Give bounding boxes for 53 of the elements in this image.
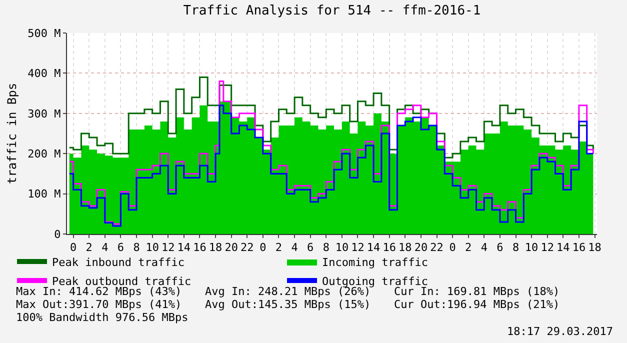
text: Max Out:391.70 MBps (41%) xyxy=(16,298,182,311)
y-tick-label: 500 M xyxy=(28,26,62,40)
x-tick-label: 0 xyxy=(449,241,456,254)
y-tick-label: 400 M xyxy=(28,67,62,80)
x-tick-label: 6 xyxy=(307,241,314,254)
x-tick-label: 20 xyxy=(224,241,238,254)
x-tick-label: 4 xyxy=(291,241,298,254)
legend-label: Peak outbound traffic xyxy=(52,274,192,288)
text: Avg Out:145.35 MBps (15%) xyxy=(205,298,371,311)
legend-label: Outgoing traffic xyxy=(322,274,428,288)
x-tick-label: 8 xyxy=(512,241,520,254)
x-tick-label: 8 xyxy=(322,241,330,254)
x-tick-label: 0 xyxy=(70,241,77,254)
y-tick-label: 100 M xyxy=(28,188,62,201)
x-tick-label: 16 xyxy=(572,241,586,254)
text: Cur In: 169.81 MBps (18%) xyxy=(394,285,560,298)
x-tick-label: 10 xyxy=(146,241,159,254)
text: 18:17 29.03.2017 xyxy=(507,325,613,338)
y-tick-label: 300 M xyxy=(28,107,62,120)
text: Cur Out:196.94 MBps (21%) xyxy=(394,298,560,311)
x-tick-label: 10 xyxy=(524,241,538,254)
x-tick-label: 12 xyxy=(540,241,554,254)
y-tick-label: 0 xyxy=(54,228,61,241)
x-tick-label: 8 xyxy=(133,241,140,254)
x-tick-label: 12 xyxy=(351,241,364,254)
x-tick-label: 4 xyxy=(480,241,488,254)
x-tick-label: 10 xyxy=(335,241,349,254)
x-tick-label: 18 xyxy=(588,241,602,254)
x-tick-label: 18 xyxy=(208,241,222,254)
x-tick-label: 0 xyxy=(260,241,266,254)
x-tick-label: 22 xyxy=(240,241,254,254)
x-tick-label: 20 xyxy=(414,241,428,254)
chart-title: Traffic Analysis for 514 -- ffm-2016-1 xyxy=(183,4,481,19)
legend-label: Incoming traffic xyxy=(322,256,428,269)
x-tick-label: 16 xyxy=(382,241,396,254)
x-tick-label: 2 xyxy=(275,241,282,254)
text: Max In: 414.62 MBps (43%) xyxy=(16,285,182,298)
x-tick-label: 6 xyxy=(496,241,504,254)
x-tick-label: 18 xyxy=(398,241,412,254)
x-tick-label: 14 xyxy=(366,241,381,254)
y-tick-label: 200 M xyxy=(28,147,62,160)
text: 100% Bandwidth 976.56 MBps xyxy=(16,311,188,324)
x-tick-label: 12 xyxy=(162,241,175,254)
x-tick-label: 14 xyxy=(177,241,191,254)
x-tick-label: 6 xyxy=(117,241,124,254)
x-tick-label: 22 xyxy=(430,241,444,254)
x-tick-label: 2 xyxy=(86,241,92,254)
legend-label: Peak inbound traffic xyxy=(52,256,184,269)
x-tick-label: 16 xyxy=(193,241,206,254)
y-axis-title: traffic in Bps xyxy=(4,82,19,184)
x-tick-label: 2 xyxy=(465,241,472,254)
x-tick-label: 4 xyxy=(102,241,109,254)
x-tick-label: 14 xyxy=(556,241,570,254)
